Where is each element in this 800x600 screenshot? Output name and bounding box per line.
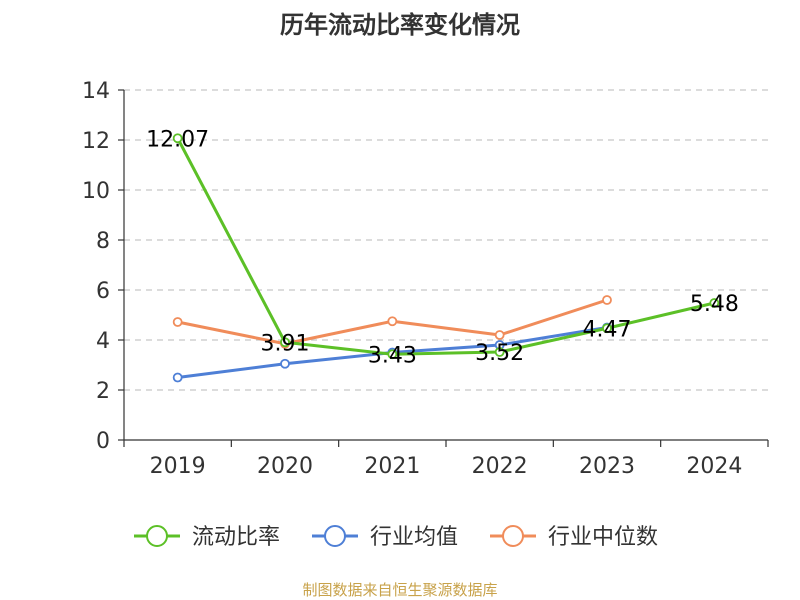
data-label: 3.43 bbox=[368, 343, 417, 368]
chart-title: 历年流动比率变化情况 bbox=[280, 11, 520, 39]
legend-item-3[interactable]: 行业中位数 bbox=[490, 525, 658, 550]
legend-marker bbox=[502, 525, 524, 547]
y-tick-label: 14 bbox=[82, 79, 110, 104]
source-note: 制图数据来自恒生聚源数据库 bbox=[302, 581, 497, 599]
x-tick-label: 2021 bbox=[364, 454, 420, 479]
series-line-1 bbox=[176, 137, 715, 356]
data-labels: 12.07 3.91 3.43 3.52 4.47 5.48 bbox=[146, 127, 739, 368]
data-label: 12.07 bbox=[146, 127, 209, 152]
legend-label: 行业中位数 bbox=[548, 525, 658, 550]
data-point[interactable] bbox=[494, 330, 505, 340]
y-tick-label: 0 bbox=[96, 429, 110, 454]
series-layer bbox=[172, 133, 720, 383]
x-tick-label: 2019 bbox=[150, 454, 206, 479]
grid-lines bbox=[124, 89, 768, 391]
data-point[interactable] bbox=[280, 358, 290, 369]
y-tick-label: 12 bbox=[82, 129, 110, 154]
data-point[interactable] bbox=[387, 316, 398, 327]
data-label: 3.52 bbox=[475, 341, 524, 366]
axes: 0 2 4 6 8 10 12 14 2019 2020 2021 2022 2023 2024 bbox=[82, 79, 769, 479]
data-label: 4.47 bbox=[583, 317, 632, 342]
x-tick-label: 2022 bbox=[472, 454, 528, 479]
x-tick-label: 2023 bbox=[579, 454, 635, 479]
data-point[interactable] bbox=[172, 372, 183, 383]
data-point[interactable] bbox=[602, 295, 612, 305]
data-point[interactable] bbox=[172, 133, 183, 144]
legend-item-1[interactable]: 流动比率 bbox=[134, 525, 280, 550]
data-label: 3.91 bbox=[261, 331, 310, 356]
data-point[interactable] bbox=[280, 337, 290, 348]
legend-label: 行业均值 bbox=[370, 525, 458, 550]
legend-item-2[interactable]: 行业均值 bbox=[312, 525, 458, 550]
legend[interactable]: 流动比率 行业均值 行业中位数 bbox=[134, 525, 658, 550]
data-label: 5.48 bbox=[690, 292, 739, 317]
data-point[interactable] bbox=[602, 323, 612, 334]
y-tick-label: 2 bbox=[96, 379, 110, 404]
legend-label: 流动比率 bbox=[192, 525, 280, 550]
x-tick-label: 2020 bbox=[257, 454, 313, 479]
x-tick-label: 2024 bbox=[686, 454, 742, 479]
y-tick-label: 10 bbox=[82, 179, 110, 204]
data-point[interactable] bbox=[709, 298, 720, 308]
data-point[interactable] bbox=[494, 347, 505, 357]
data-point[interactable] bbox=[172, 317, 183, 327]
y-tick-label: 6 bbox=[96, 279, 110, 304]
legend-marker bbox=[324, 525, 346, 547]
data-point[interactable] bbox=[387, 349, 398, 360]
y-tick-label: 4 bbox=[96, 329, 110, 354]
legend-marker bbox=[146, 525, 168, 547]
y-tick-label: 8 bbox=[96, 229, 110, 254]
